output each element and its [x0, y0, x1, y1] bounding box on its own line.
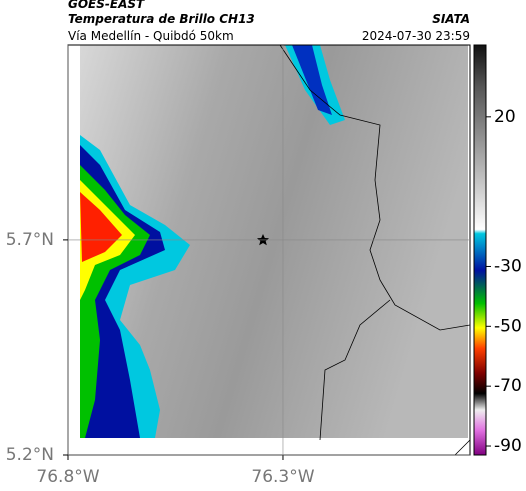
colorbar-tick-label: -70: [494, 376, 522, 396]
colorbar-tick-label: 20: [494, 107, 516, 127]
y-tick-label: 5.7°N: [6, 230, 54, 250]
cloud-red: [80, 192, 122, 262]
borders: [279, 44, 471, 456]
colorbar-tick-label: -90: [494, 436, 522, 456]
colorbar: [473, 44, 487, 456]
x-tick-label: 76.3°W: [251, 467, 314, 487]
colorbar-tick-label: -50: [494, 316, 522, 336]
route: Vía Medellín - Quibdó 50km: [68, 29, 234, 43]
timestamp: 2024-07-30 23:59: [362, 29, 470, 43]
cloud-top-core: [292, 45, 332, 115]
y-tick-label: 5.2°N: [6, 445, 54, 465]
x-tick-label: 76.8°W: [36, 467, 99, 487]
title: GOES-EAST: [68, 0, 145, 11]
source: SIATA: [432, 12, 470, 26]
colorbar-tick-label: -30: [494, 256, 522, 276]
subtitle: Temperatura de Brillo CH13: [68, 12, 255, 26]
